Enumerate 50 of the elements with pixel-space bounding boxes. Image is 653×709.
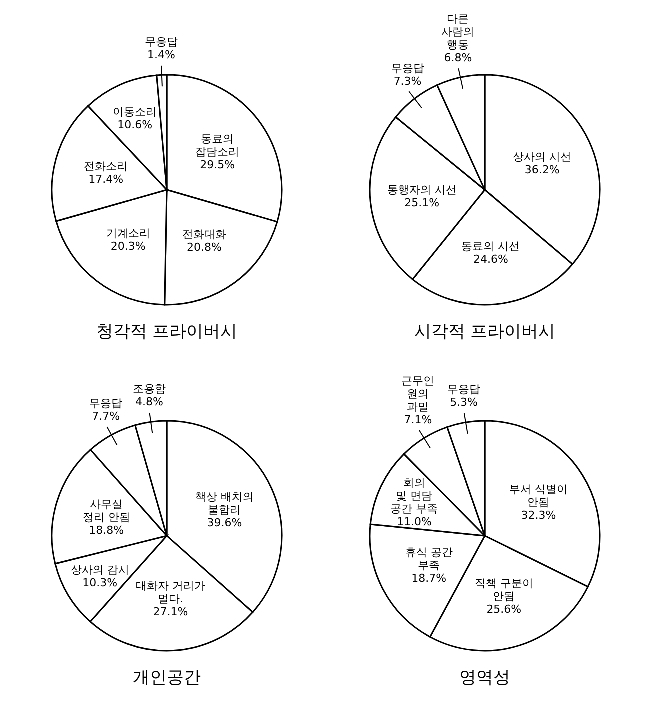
text: 개인공간	[133, 668, 201, 688]
slice-label: 책상 배치의 불합리	[195, 490, 254, 517]
slice-label: 무응답	[391, 62, 424, 75]
data-label: 6.8%	[444, 51, 472, 64]
data-label: 7.3%	[394, 74, 422, 88]
data-label: 5.3%	[450, 396, 478, 410]
data-label: 7.7%	[92, 410, 120, 424]
data-label: 20.8%	[187, 240, 222, 254]
text: 청각적 프라이버시	[96, 322, 238, 342]
text: 영역성	[460, 668, 510, 688]
slice-label: 이동소리	[113, 106, 158, 119]
slice-label: 무응답	[90, 397, 123, 410]
data-label: 32.3%	[521, 509, 556, 522]
slice-label: 동료의 시선	[462, 240, 520, 253]
data-label: 36.2%	[524, 163, 560, 176]
slice-label: 상사의 시선	[513, 150, 572, 164]
slice-label: 사무실 정리 안됨	[82, 498, 130, 524]
data-label: 29.5%	[200, 158, 236, 172]
text: 시각적 프라이버시	[414, 322, 556, 342]
data-label: 7.1%	[404, 414, 432, 427]
slice-label: 회의 및 면담 공간 부족	[390, 476, 438, 516]
data-label: 11.0%	[396, 515, 432, 528]
slice-label: 대화자 거리가 멀다.	[136, 580, 206, 606]
data-label: 39.6%	[207, 516, 242, 530]
data-label: 10.3%	[82, 576, 118, 590]
slice-label: 다른 사람의 행동	[442, 12, 475, 52]
data-label: 1.4%	[147, 48, 176, 62]
slice-label: 근무인 원의 과밀	[402, 374, 435, 414]
slice-label: 상사의 감시	[70, 563, 130, 576]
slice-label: 무응답	[448, 383, 481, 396]
data-label: 10.6%	[118, 118, 153, 132]
data-label: 17.4%	[88, 173, 124, 186]
slice-label: 기계소리	[106, 227, 150, 240]
data-label: 27.1%	[153, 606, 188, 619]
slice-label: 동료의 잡담소리	[196, 132, 240, 159]
slice-label: 전화대화	[182, 228, 226, 241]
data-label: 4.8%	[135, 396, 164, 409]
data-label: 18.7%	[412, 572, 447, 586]
slice-label: 무응답	[144, 36, 178, 49]
data-label: 20.3%	[110, 240, 146, 254]
data-label: 18.8%	[89, 524, 124, 537]
slice-label: 조용함	[132, 382, 166, 396]
slice-label: 직책 구분이 안됨	[474, 576, 534, 603]
data-label: 24.6%	[473, 252, 508, 266]
slice-label: 휴식 공간 부족	[405, 546, 453, 572]
data-label: 25.1%	[404, 196, 440, 210]
slice-label: 통행자의 시선	[387, 184, 457, 197]
data-label: 25.6%	[486, 602, 522, 616]
slice-label: 부서 식별이 안됨	[509, 483, 568, 510]
slice-label: 전화소리	[84, 160, 128, 174]
